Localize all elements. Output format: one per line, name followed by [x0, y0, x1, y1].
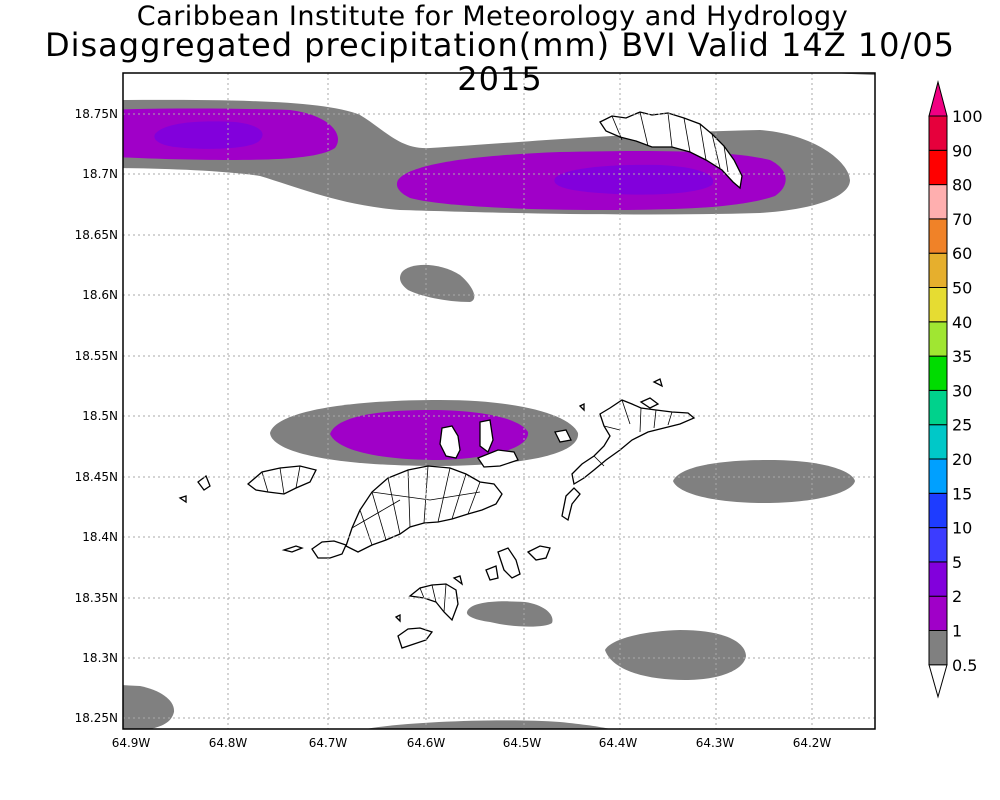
colorbar-label: 100 — [952, 107, 983, 126]
island-peter — [526, 545, 551, 561]
colorbar-label: 70 — [952, 210, 972, 229]
colorbar-swatch — [928, 595, 948, 632]
lat-tick-label: 18.55N — [75, 349, 118, 363]
island-guana — [439, 425, 461, 459]
lat-axis: 18.75N 18.7N 18.65N 18.6N 18.55N 18.5N 1… — [75, 107, 118, 725]
lat-tick-label: 18.75N — [75, 107, 118, 121]
island-salt — [485, 565, 499, 581]
island-beef-ne — [477, 449, 519, 468]
colorbar-swatch — [928, 458, 948, 494]
colorbar-swatch — [928, 149, 948, 186]
precipitation-field — [123, 73, 875, 729]
colorbar-swatch — [928, 287, 948, 323]
colorbar-swatch — [928, 424, 948, 460]
colorbar-swatch — [928, 355, 948, 391]
title-line-2: Disaggregated precipitation(mm) BVI Vali… — [44, 26, 956, 98]
colorbar-swatch — [928, 218, 948, 254]
lon-axis: 64.9W 64.8W 64.7W 64.6W 64.5W 64.4W 64.3… — [112, 736, 832, 750]
colorbar-label: 5 — [952, 553, 962, 572]
precip-band-violet — [154, 121, 714, 195]
lon-tick-label: 64.9W — [112, 736, 151, 750]
lat-tick-label: 18.35N — [75, 591, 118, 605]
lon-tick-label: 64.5W — [503, 736, 542, 750]
colorbar-swatch — [928, 527, 948, 563]
map-frame — [122, 72, 876, 730]
island-small-west — [197, 474, 211, 491]
colorbar-swatch — [928, 252, 948, 288]
map-gridlines — [123, 73, 875, 729]
colorbar-swatch-over — [928, 80, 948, 117]
lon-tick-label: 64.2W — [793, 736, 832, 750]
island-jost-van-dyke — [311, 540, 347, 559]
colorbar-swatch — [928, 630, 948, 666]
colorbar-label: 2 — [952, 587, 962, 606]
lon-tick-label: 64.6W — [407, 736, 446, 750]
lat-tick-label: 18.7N — [82, 167, 118, 181]
island-prickly-pear — [578, 402, 585, 412]
colorbar-label: 50 — [952, 279, 972, 298]
lat-tick-label: 18.5N — [82, 409, 118, 423]
lat-tick-label: 18.65N — [75, 228, 118, 242]
island-scrub — [554, 429, 572, 443]
island-small-south — [452, 575, 464, 586]
island-small-far-west — [178, 495, 187, 504]
lon-tick-label: 64.8W — [209, 736, 248, 750]
colorbar-label: 1 — [952, 622, 962, 641]
colorbar-swatch — [928, 321, 948, 357]
lat-tick-label: 18.25N — [75, 711, 118, 725]
lat-tick-label: 18.4N — [82, 530, 118, 544]
island-cooper — [497, 547, 521, 579]
colorbar-swatch — [928, 561, 948, 597]
lon-tick-label: 64.3W — [696, 736, 735, 750]
island-norman — [408, 583, 459, 622]
colorbar-label: 80 — [952, 176, 972, 195]
colorbar-label: 35 — [952, 347, 972, 366]
lat-tick-label: 18.6N — [82, 288, 118, 302]
island-small-sw — [394, 613, 401, 623]
colorbar-swatch — [928, 115, 948, 151]
colorbar-label: 60 — [952, 244, 972, 263]
island-necker — [639, 397, 660, 409]
colorbar-swatch-under — [928, 664, 948, 699]
colorbar-swatch — [928, 492, 948, 529]
title-line-1: Caribbean Institute for Meteorology and … — [136, 1, 849, 32]
colorbar-label: 15 — [952, 484, 972, 503]
island-eustatia — [652, 378, 664, 388]
colorbar-label: 20 — [952, 450, 972, 469]
colorbar-label: 90 — [952, 141, 972, 160]
colorbar-label: 25 — [952, 416, 972, 435]
colorbar-swatch — [928, 184, 948, 220]
colorbar-swatch — [928, 389, 948, 426]
island-virgin-gorda — [571, 399, 696, 486]
lat-tick-label: 18.3N — [82, 651, 118, 665]
colorbar-label: 0.5 — [952, 656, 977, 675]
island-great-camanoe — [479, 419, 494, 454]
lon-tick-label: 64.7W — [309, 736, 348, 750]
lon-tick-label: 64.4W — [599, 736, 638, 750]
colorbar-label: 40 — [952, 313, 972, 332]
island-vg-south-chain — [561, 487, 581, 522]
island-small-mid — [281, 545, 304, 553]
island-pelican — [397, 627, 434, 649]
lat-tick-label: 18.45N — [75, 470, 118, 484]
island-tortola — [345, 465, 503, 553]
colorbar-label: 10 — [952, 519, 972, 538]
colorbar-label: 30 — [952, 381, 972, 400]
